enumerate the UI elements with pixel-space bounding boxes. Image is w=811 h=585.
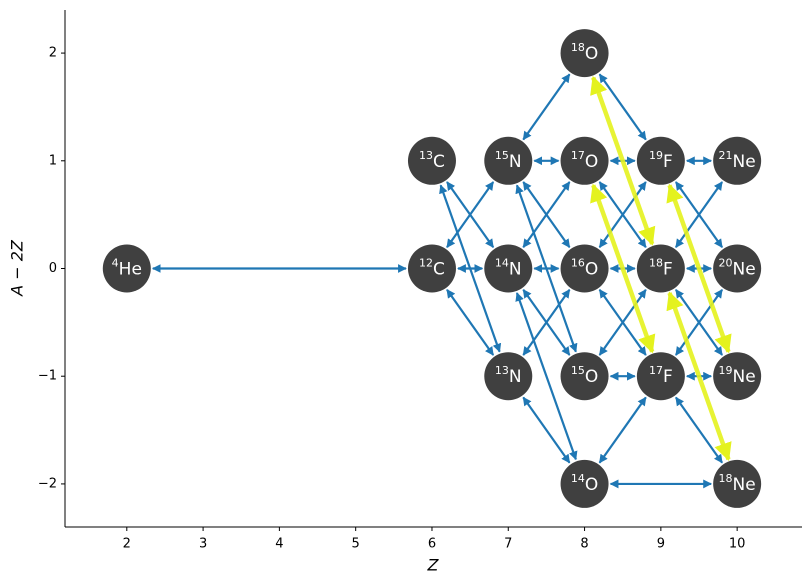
edge	[598, 396, 647, 464]
node	[484, 136, 533, 185]
node	[560, 459, 609, 508]
node-element: Ne	[733, 260, 756, 280]
node-label: 14O	[571, 472, 598, 495]
y-tick-label: −2	[38, 476, 57, 491]
node-element: F	[663, 367, 673, 387]
node	[636, 352, 685, 401]
x-tick-label: 10	[729, 537, 746, 552]
y-tick-label: −1	[38, 369, 57, 384]
edge	[439, 184, 502, 353]
node-label: 12C	[419, 257, 445, 280]
node	[713, 244, 762, 293]
node-mass: 15	[571, 364, 585, 377]
node-label: 18Ne	[719, 472, 756, 495]
node	[102, 244, 151, 293]
node-mass: 19	[649, 149, 663, 162]
x-tick-label: 5	[352, 537, 360, 552]
node-label: 17F	[649, 364, 673, 387]
node-mass: 17	[571, 149, 585, 162]
node-mass: 4	[112, 257, 119, 270]
node-element: N	[509, 152, 522, 172]
node	[636, 244, 685, 293]
node-mass: 13	[419, 149, 433, 162]
y-tick-label: 1	[49, 153, 57, 168]
node-label: 13C	[419, 149, 445, 172]
node-mass: 18	[649, 257, 663, 270]
node-label: 16O	[571, 257, 598, 280]
node-label: 14N	[495, 257, 522, 280]
node-element: F	[663, 152, 673, 172]
node-element: O	[585, 475, 598, 495]
node-element: N	[509, 260, 522, 280]
edge	[522, 73, 571, 141]
node	[407, 136, 456, 185]
node-label: 18O	[571, 41, 598, 64]
node-element: Ne	[733, 152, 756, 172]
y-tick-label: 2	[49, 46, 57, 61]
node-mass: 14	[495, 257, 509, 270]
node	[560, 29, 609, 78]
node-element: C	[433, 152, 445, 172]
node-label: 4He	[112, 257, 142, 280]
node	[713, 459, 762, 508]
node-label: 21Ne	[719, 149, 756, 172]
node-mass: 19	[719, 364, 733, 377]
node-element: O	[585, 260, 598, 280]
edge	[522, 396, 571, 464]
node-mass: 18	[719, 472, 733, 485]
x-tick-label: 9	[657, 537, 665, 552]
y-tick-label: 0	[49, 261, 57, 276]
node-label: 15N	[495, 149, 522, 172]
node-label: 20Ne	[719, 257, 756, 280]
node-mass: 21	[719, 149, 733, 162]
node	[560, 244, 609, 293]
node-label: 18F	[649, 257, 673, 280]
node-mass: 13	[495, 364, 509, 377]
edge	[666, 291, 732, 462]
node-element: Ne	[733, 475, 756, 495]
node	[560, 136, 609, 185]
node-label: 19F	[649, 149, 673, 172]
node-mass: 15	[495, 149, 509, 162]
x-tick-label: 3	[199, 537, 207, 552]
x-tick-label: 6	[428, 537, 436, 552]
node-mass: 18	[571, 41, 585, 54]
node	[713, 136, 762, 185]
x-tick-label: 7	[504, 537, 512, 552]
edge	[590, 183, 656, 354]
node-element: Ne	[733, 367, 756, 387]
node-mass: 12	[419, 257, 433, 270]
node-element: O	[585, 44, 598, 64]
node-element: C	[433, 260, 445, 280]
y-axis-label: A − 2Z	[8, 239, 27, 297]
edge	[598, 73, 647, 141]
x-axis-label: Z	[427, 556, 440, 575]
node-element: O	[585, 367, 598, 387]
x-tick-label: 2	[123, 537, 131, 552]
node-label: 17O	[571, 149, 598, 172]
node	[636, 136, 685, 185]
node-element: F	[663, 260, 673, 280]
node-mass: 17	[649, 364, 663, 377]
edge	[515, 184, 578, 353]
node-element: N	[509, 367, 522, 387]
node-label: 19Ne	[719, 364, 756, 387]
edge	[674, 396, 724, 464]
node	[560, 352, 609, 401]
node-mass: 14	[571, 472, 585, 485]
x-tick-label: 8	[580, 537, 588, 552]
node-mass: 20	[719, 257, 733, 270]
node	[484, 352, 533, 401]
node	[484, 244, 533, 293]
node-element: He	[119, 260, 142, 280]
node-mass: 16	[571, 257, 585, 270]
edge	[446, 288, 495, 356]
node-label: 13N	[495, 364, 522, 387]
node	[713, 352, 762, 401]
node-element: O	[585, 152, 598, 172]
node-label: 15O	[571, 364, 598, 387]
x-tick-label: 4	[275, 537, 283, 552]
node	[407, 244, 456, 293]
